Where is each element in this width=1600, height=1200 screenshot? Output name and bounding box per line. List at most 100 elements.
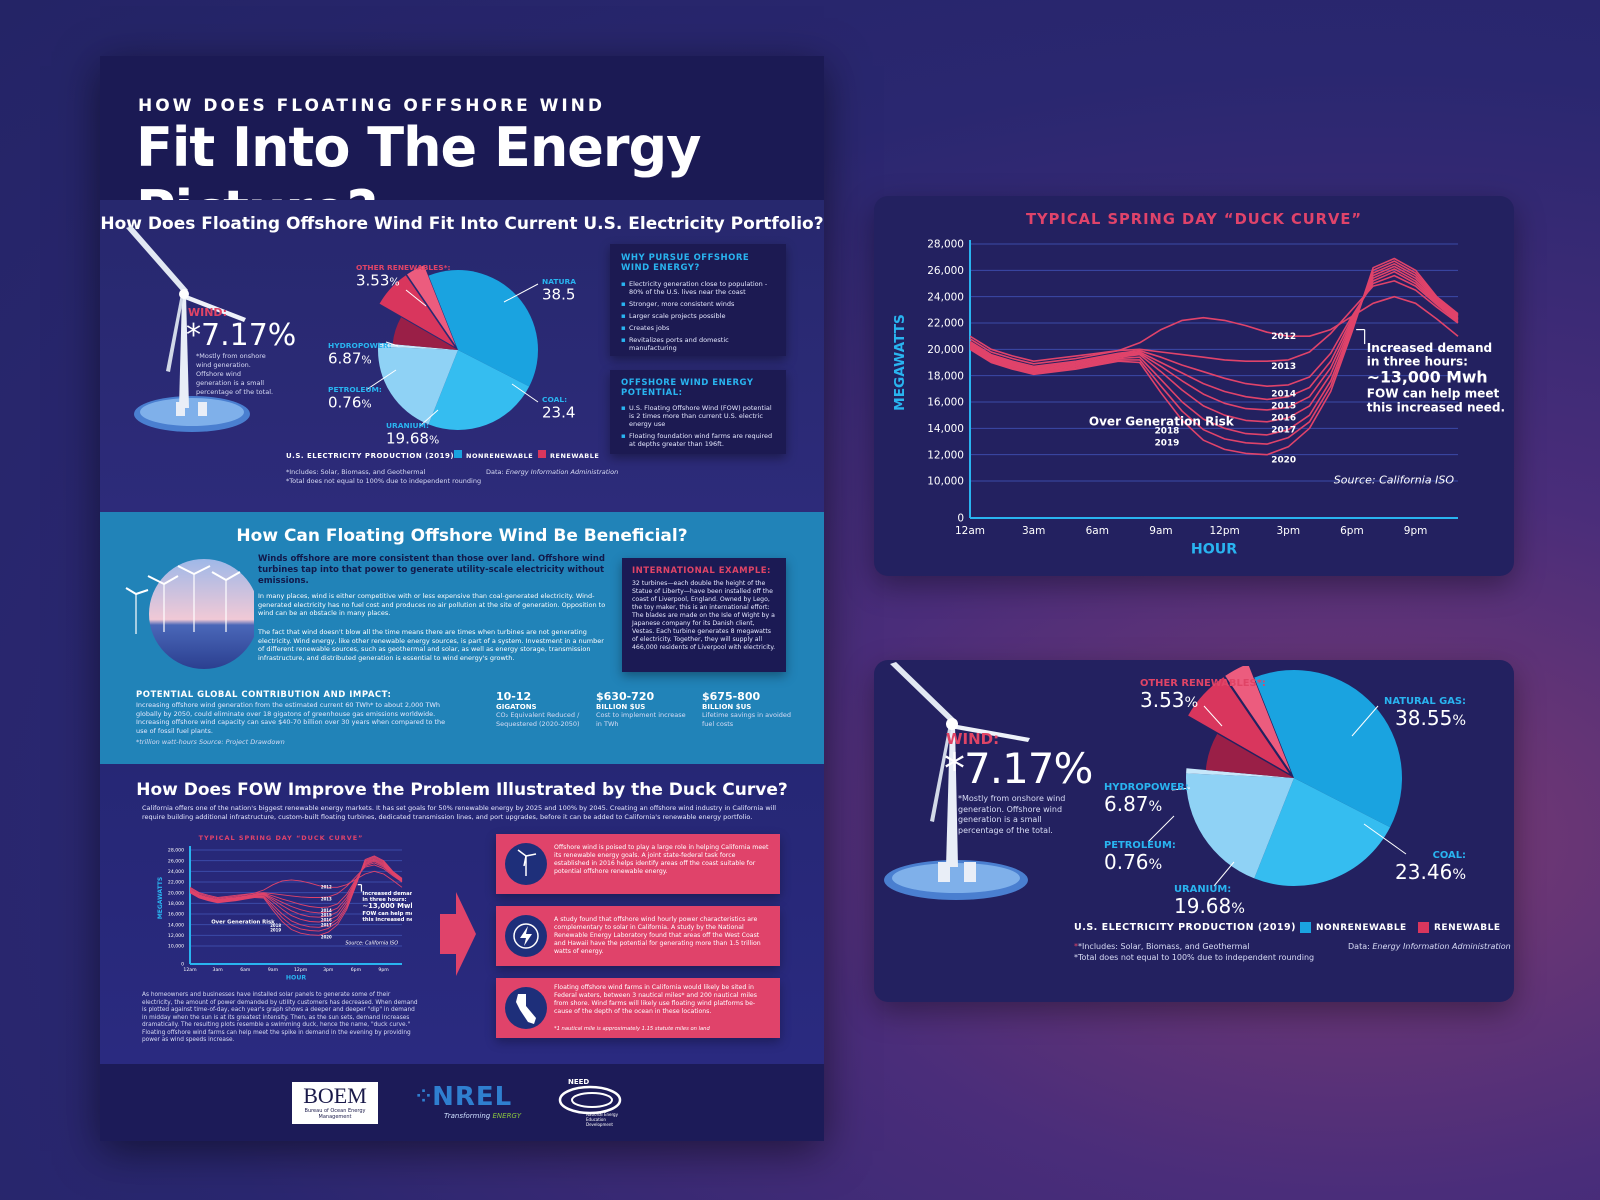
- series-year-label: 2019: [1155, 438, 1180, 448]
- series-line-2013: [189, 864, 403, 899]
- series-line-2012: [969, 295, 1459, 362]
- pie-value-label: 0.76%: [328, 394, 372, 412]
- need-logo-text: NEED: [568, 1078, 590, 1086]
- benefit-lead: Winds offshore are more consistent than …: [258, 554, 605, 586]
- demand-annotation-line: in three hours:: [1367, 355, 1468, 369]
- why-item: Creates jobs: [621, 324, 777, 332]
- pie-category-label: URANIUM:: [386, 421, 429, 430]
- pie-category-label: NATURAL GAS:: [542, 277, 576, 286]
- series-line-2018: [189, 857, 403, 928]
- pie-category-label: HYDROPOWER:: [1104, 782, 1189, 793]
- poster-kicker: HOW DOES FLOATING OFFSHORE WIND: [138, 96, 606, 116]
- portfolio-section: How Does Floating Offshore Wind Fit Into…: [100, 200, 824, 512]
- pie-category-label: OTHER RENEWABLES*:: [1140, 678, 1266, 689]
- y-tick-label: 0: [181, 962, 184, 968]
- y-tick-label: 24,000: [168, 869, 184, 875]
- demand-annotation-line: ~13,000 Mwh: [362, 902, 412, 910]
- x-tick-label: 3am: [1022, 525, 1045, 537]
- pie-leader-line: [511, 383, 539, 403]
- x-tick-label: 9am: [1149, 525, 1172, 537]
- legend-swatch-renewable-large: [1418, 922, 1429, 933]
- series-line-2020: [189, 855, 403, 936]
- pie-category-label: PETROLEUM:: [328, 385, 382, 394]
- pie-leader-line: [1203, 705, 1223, 727]
- pie-value-label: 23.46%: [542, 404, 576, 422]
- nrel-logo: ⁘NREL Transforming ENERGY: [416, 1082, 526, 1120]
- duck-intro: California offers one of the nation's bi…: [142, 804, 777, 821]
- pie-slice-petroleum: [1186, 768, 1294, 778]
- pie-value-label: 19.68%: [386, 430, 439, 448]
- y-tick-label: 18,000: [927, 370, 964, 382]
- legend-swatch-nonrenewable: [454, 450, 462, 458]
- why-item: Revitalizes ports and domestic manufactu…: [621, 336, 777, 352]
- y-tick-label: 26,000: [168, 858, 184, 864]
- pie-title-small: U.S. ELECTRICITY PRODUCTION (2019): [286, 452, 455, 460]
- x-tick-label: 9am: [268, 967, 279, 973]
- pie-slice-other-renewables: [407, 265, 456, 346]
- pie-slice-wind: [1188, 677, 1290, 774]
- why-item: Stronger, more consistent winds: [621, 300, 777, 308]
- x-tick-label: 12pm: [294, 967, 308, 973]
- portfolio-heading: How Does Floating Offshore Wind Fit Into…: [100, 214, 824, 234]
- demand-annotation-line: this increased need.: [362, 917, 412, 923]
- info-card-3-note: *1 nautical mile is approximately 1.15 s…: [554, 1026, 710, 1032]
- pie-value-label: 3.53%: [1140, 688, 1198, 712]
- duck-chart-title: TYPICAL SPRING DAY “DUCK CURVE”: [199, 834, 364, 842]
- y-axis-label: MEGAWATTS: [157, 877, 164, 919]
- pie-footnote-1: *Includes: Solar, Biomass, and Geotherma…: [286, 468, 426, 476]
- demand-annotation-line: FOW can help meet: [1367, 387, 1500, 401]
- series-line-2015: [969, 270, 1459, 401]
- pie-leader-line: [1213, 861, 1235, 887]
- why-list: Electricity generation close to populati…: [621, 280, 777, 356]
- series-year-label: 2014: [1271, 390, 1296, 400]
- poster-header: HOW DOES FLOATING OFFSHORE WIND Fit Into…: [100, 56, 824, 242]
- pie-slice-hydropower: [1205, 733, 1294, 778]
- why-item: Larger scale projects possible: [621, 312, 777, 320]
- series-line-2019: [189, 856, 403, 932]
- offshore-potential-box: OFFSHORE WIND ENERGY POTENTIAL: U.S. Flo…: [610, 370, 786, 454]
- series-year-label: 2015: [321, 913, 332, 918]
- duck-curve-panel: TYPICAL SPRING DAY “DUCK CURVE” 0 10,000 12…: [874, 196, 1514, 576]
- x-axis-label: HOUR: [286, 975, 307, 982]
- x-tick-label: 12pm: [1209, 525, 1239, 537]
- series-year-label: 2013: [1271, 362, 1296, 372]
- wind-turbine-large-icon: [884, 662, 1030, 900]
- series-year-label: 2018: [270, 923, 281, 928]
- x-tick-label: 6am: [1086, 525, 1109, 537]
- info-card-1: Offshore wind is poised to play a large …: [496, 834, 780, 894]
- series-line-2018: [969, 263, 1459, 436]
- stat-savings: $675-800 BILLION $US Lifetime savings in…: [702, 690, 792, 728]
- series-year-label: 2014: [321, 908, 332, 913]
- benefits-section: How Can Floating Offshore Wind Be Benefi…: [100, 512, 824, 764]
- series-line-2019: [969, 260, 1459, 445]
- pie-slice-hydropower: [392, 317, 458, 350]
- international-example-box: INTERNATIONAL EXAMPLE: 32 turbines—each …: [622, 558, 786, 672]
- boem-logo-text: BOEM: [303, 1083, 367, 1108]
- pie-leader-line: [1171, 787, 1191, 791]
- pie-leader-line: [405, 289, 427, 307]
- pie-footnote-2: *Total does not equal to 100% due to ind…: [286, 477, 482, 485]
- intl-body: 32 turbines—each double the height of th…: [632, 580, 776, 651]
- duck-chart-title: TYPICAL SPRING DAY “DUCK CURVE”: [1026, 211, 1362, 228]
- y-tick-label: 10,000: [168, 944, 184, 950]
- legend-nonrenewable: NONRENEWABLE: [466, 452, 534, 460]
- x-tick-label: 3am: [213, 967, 224, 973]
- y-tick-label: 14,000: [927, 423, 964, 435]
- legend-renewable: RENEWABLE: [550, 452, 600, 460]
- pie-category-label: PETROLEUM:: [1104, 840, 1176, 851]
- y-tick-label: 28,000: [927, 239, 964, 251]
- y-tick-label: 18,000: [168, 901, 184, 907]
- pie-value-label: 3.53%: [356, 272, 400, 290]
- duck-curve-chart-small: TYPICAL SPRING DAY “DUCK CURVE” 0 10,000 12…: [157, 834, 412, 982]
- series-year-label: 2017: [1271, 425, 1296, 435]
- y-tick-label: 22,000: [168, 880, 184, 886]
- y-tick-label: 12,000: [168, 933, 184, 939]
- series-year-label: 2015: [1271, 402, 1296, 412]
- pie-category-label: COAL:: [1433, 850, 1466, 861]
- benefits-heading: How Can Floating Offshore Wind Be Benefi…: [236, 526, 688, 546]
- energy-bolt-icon: [505, 915, 547, 957]
- y-tick-label: 22,000: [927, 318, 964, 330]
- pie-slice-other-renewables: [1225, 666, 1291, 773]
- pie-value-label: 19.68%: [1174, 894, 1245, 918]
- boem-logo-sub: Bureau of Ocean Energy Management: [304, 1108, 366, 1120]
